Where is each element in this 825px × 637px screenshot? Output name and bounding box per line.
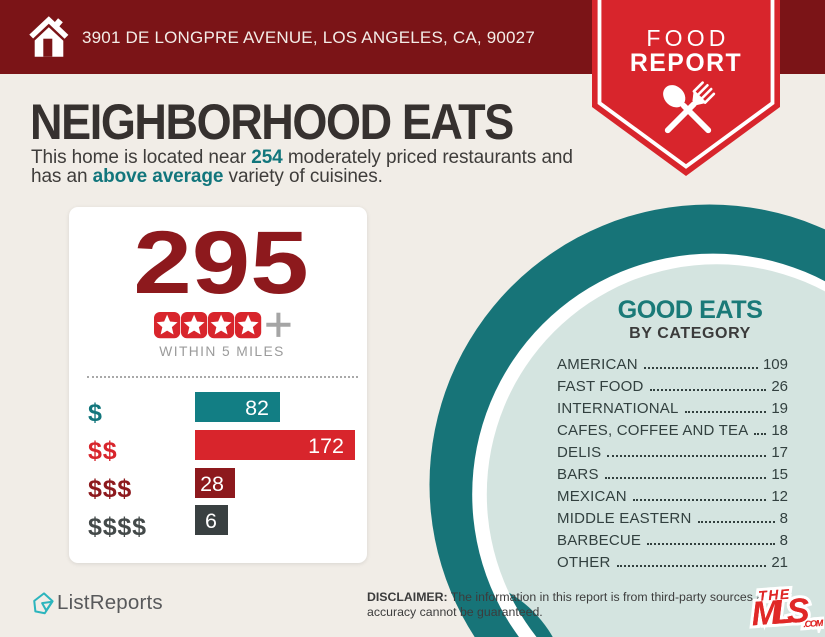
svg-text:FOOD: FOOD [646, 25, 729, 51]
svg-text:.COM: .COM [803, 618, 824, 629]
svg-text:.COM: .COM [803, 618, 824, 629]
svg-text:THE: THE [758, 586, 791, 604]
svg-text:MLS: MLS [750, 591, 811, 633]
svg-text:MLS: MLS [750, 591, 811, 633]
svg-text:REPORT: REPORT [630, 50, 742, 77]
